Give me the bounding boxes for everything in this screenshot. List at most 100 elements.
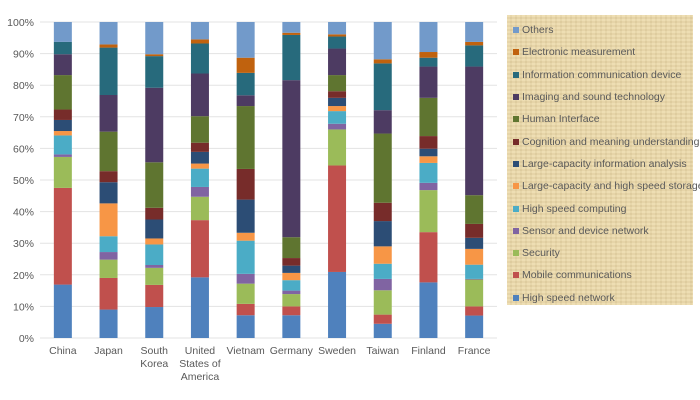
bar-segment [419, 97, 438, 137]
bar-segment [99, 94, 118, 132]
x-tick-line: Korea [140, 358, 168, 370]
bar-segment [236, 168, 255, 200]
bar-segment [282, 32, 301, 35]
x-tick-line: America [181, 371, 220, 383]
legend-swatch [513, 250, 519, 257]
bar-segment [419, 156, 438, 163]
bar-segment [99, 22, 118, 45]
legend-label: Electronic measurement [522, 46, 636, 59]
bar-segment [145, 267, 164, 285]
bar-segment [145, 56, 164, 88]
bar-segment [236, 315, 255, 338]
legend-label: Cognition and meaning understanding [522, 135, 700, 148]
x-tick-line: China [49, 345, 77, 357]
bar-segment [99, 182, 118, 204]
x-tick-line: Finland [411, 345, 446, 357]
legend-item: Mobile communications [513, 264, 687, 286]
bar-segment [419, 282, 438, 338]
bar-segment [236, 240, 255, 274]
bar-segment [328, 75, 347, 92]
bar-segment [373, 246, 392, 264]
legend-label: Information communication device [522, 68, 682, 81]
y-tick-label: 70% [13, 112, 34, 124]
bar-segment [419, 136, 438, 149]
legend-label: High speed network [522, 291, 615, 304]
legend-label: Sensor and device network [522, 224, 649, 237]
bar-segment [419, 66, 438, 98]
x-tick-label: France [458, 345, 491, 357]
bar-segment [373, 59, 392, 64]
legend-label: Human Interface [522, 113, 600, 126]
bar-segment [328, 91, 347, 98]
bar-segment [373, 323, 392, 338]
legend-swatch [513, 27, 519, 34]
bar-segment [373, 202, 392, 222]
bar-segment [190, 186, 209, 197]
legend-item: Cognition and meaning understanding [513, 130, 699, 152]
bar-segment [145, 284, 164, 308]
legend-swatch [513, 138, 519, 145]
bar-segment [145, 307, 164, 338]
legend-item: Imaging and sound technology [513, 86, 687, 108]
bar-segment [282, 80, 301, 238]
bar-segment [465, 264, 484, 279]
bar-segment [53, 75, 72, 110]
bar-segment [328, 111, 347, 124]
bar-segment [465, 306, 484, 316]
legend-swatch [513, 160, 519, 167]
bar-segment [145, 265, 164, 268]
y-tick-label: 50% [13, 175, 34, 187]
legend-swatch [513, 205, 519, 212]
bar-segment [53, 284, 72, 338]
legend: Others Electronic measurement Information … [507, 15, 700, 305]
legend-swatch [513, 183, 519, 190]
bar-segment [145, 207, 164, 220]
bar-segment [373, 278, 392, 291]
bar-segment [328, 165, 347, 272]
bar-segment [465, 279, 484, 307]
y-tick-label: 80% [13, 80, 34, 92]
x-tick-line: Sweden [318, 345, 356, 357]
bar-segment [145, 54, 164, 57]
bar-segment [190, 22, 209, 40]
x-tick-line: South [141, 345, 169, 357]
bar-segment [328, 97, 347, 107]
bar-segment [236, 283, 255, 304]
bar-segment [99, 259, 118, 278]
legend-swatch [513, 272, 519, 279]
bar-segment [236, 95, 255, 107]
bar-segment [99, 236, 118, 253]
x-tick-line: Vietnam [226, 345, 265, 357]
bar-segment [53, 187, 72, 285]
bar-segment [145, 162, 164, 208]
bar-segment [53, 156, 72, 188]
bar-segment [465, 45, 484, 67]
bar-segment [190, 220, 209, 278]
bar-segment [99, 171, 118, 183]
bar-segment [282, 237, 301, 259]
bar-segment [328, 106, 347, 112]
bar-segment [373, 263, 392, 279]
bar-segment [236, 303, 255, 316]
x-tick-label: Sweden [318, 345, 356, 357]
bar-segment [236, 273, 255, 284]
y-tick-label: 10% [13, 301, 34, 313]
bar-segment [465, 41, 484, 46]
bar-segment [99, 47, 118, 95]
legend-item: Security [513, 242, 687, 264]
bar-segment [373, 63, 392, 111]
bar-segment [465, 66, 484, 196]
x-tick-label: Taiwan [366, 345, 399, 357]
bar-segment [99, 309, 118, 338]
bar-segment [328, 123, 347, 130]
bar-segment [373, 22, 392, 60]
bar-segment [236, 22, 255, 58]
y-tick-label: 0% [19, 333, 34, 345]
bar-segment [282, 258, 301, 266]
legend-label: Large-capacity information analysis [522, 157, 687, 170]
legend-swatch [513, 227, 519, 234]
bar-segment [328, 129, 347, 166]
bar-segment [145, 22, 164, 55]
bar-segment [465, 278, 484, 280]
bar-segment [282, 315, 301, 338]
